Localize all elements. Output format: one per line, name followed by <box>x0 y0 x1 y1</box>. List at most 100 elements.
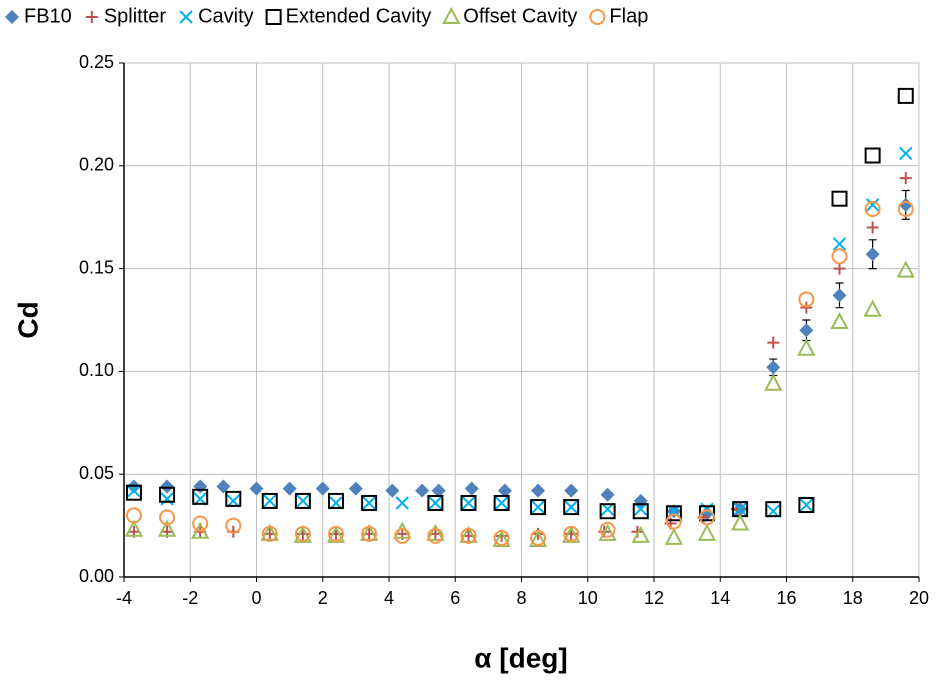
y-axis-title: Cd <box>12 301 43 338</box>
point <box>261 492 278 509</box>
point <box>598 523 617 541</box>
point <box>599 521 616 538</box>
point <box>193 479 208 494</box>
point <box>394 527 411 544</box>
point <box>699 505 715 522</box>
x-tick-label: 18 <box>843 588 863 608</box>
legend-label: Cavity <box>198 5 254 27</box>
point <box>733 502 747 516</box>
point <box>564 500 578 514</box>
point <box>564 483 579 498</box>
point <box>249 481 264 496</box>
y-tick-label: 0.00 <box>79 566 114 586</box>
point <box>631 525 650 543</box>
point <box>863 299 882 317</box>
x-tick-label: 6 <box>450 588 460 608</box>
point <box>263 494 277 508</box>
point <box>385 483 400 498</box>
point <box>896 260 915 278</box>
point <box>493 529 510 546</box>
point <box>464 481 479 496</box>
legend-item: Extended Cavity <box>265 5 432 27</box>
point <box>831 248 848 265</box>
point <box>798 497 815 514</box>
legend-item: Splitter <box>85 5 167 27</box>
point <box>225 517 242 534</box>
point <box>159 509 176 526</box>
point <box>633 493 648 508</box>
point <box>897 200 914 217</box>
point <box>125 507 142 524</box>
point <box>864 147 881 164</box>
point <box>699 509 715 526</box>
x-tick-label: -2 <box>182 588 198 608</box>
point <box>361 494 378 511</box>
point <box>282 481 297 496</box>
point <box>831 190 848 207</box>
point <box>600 487 615 502</box>
point <box>328 492 344 509</box>
point <box>530 499 547 516</box>
x-tick-label: 8 <box>516 588 526 608</box>
legend-item: Offset Cavity <box>442 5 577 27</box>
point <box>798 291 815 308</box>
point <box>697 523 717 541</box>
legend-marker <box>589 9 606 25</box>
point <box>427 494 444 511</box>
point <box>362 496 376 510</box>
point <box>159 486 176 503</box>
point <box>766 360 781 375</box>
point <box>563 499 580 516</box>
x-tick-label: 14 <box>710 588 730 608</box>
legend-item: Cavity <box>179 5 254 27</box>
point <box>767 336 780 349</box>
point <box>294 492 311 509</box>
point <box>528 529 548 547</box>
legend-marker <box>5 10 19 24</box>
point <box>599 503 616 520</box>
x-tick-label: 2 <box>318 588 328 608</box>
point <box>797 338 816 356</box>
point <box>124 519 144 537</box>
point <box>899 172 912 185</box>
point <box>460 494 477 511</box>
point <box>765 501 782 518</box>
point <box>799 323 814 338</box>
point <box>764 373 783 391</box>
point <box>415 483 430 498</box>
legend-marker <box>265 9 282 25</box>
y-tick-label: 0.10 <box>79 360 114 380</box>
point <box>460 527 477 544</box>
point <box>348 481 363 496</box>
point <box>192 515 209 532</box>
point <box>493 494 510 511</box>
point <box>261 525 278 542</box>
point <box>531 500 545 514</box>
point <box>832 288 847 303</box>
x-tick-label: 4 <box>384 588 394 608</box>
point <box>160 492 174 506</box>
point <box>865 247 880 262</box>
point <box>562 525 581 543</box>
y-tick-label: 0.25 <box>79 52 114 72</box>
point <box>830 311 849 330</box>
point <box>426 523 445 541</box>
legend-label: FB10 <box>24 5 72 27</box>
point <box>700 502 714 516</box>
legend-label: Splitter <box>104 5 167 27</box>
point <box>664 527 684 545</box>
x-tick-label: 20 <box>909 588 929 608</box>
point <box>833 262 846 275</box>
x-tick-label: 12 <box>644 588 664 608</box>
x-tick-label: 0 <box>251 588 261 608</box>
point <box>395 496 409 510</box>
legend-label: Extended Cavity <box>286 5 432 27</box>
legend-marker <box>85 11 98 23</box>
x-tick-label: 16 <box>776 588 796 608</box>
point <box>157 519 177 537</box>
point <box>530 529 547 546</box>
point <box>632 503 649 520</box>
point <box>799 498 814 512</box>
point <box>800 301 813 314</box>
